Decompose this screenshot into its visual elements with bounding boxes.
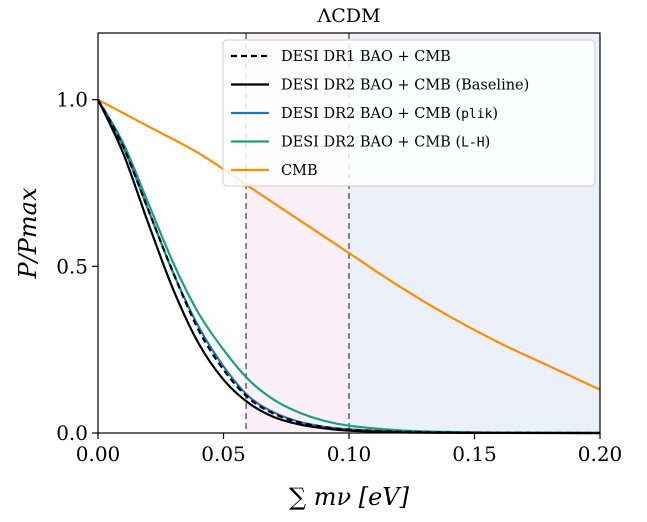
legend-label-0: DESI DR1 BAO + CMB — [281, 49, 451, 65]
x-tick-label-1: 0.05 — [201, 442, 246, 466]
x-tick-label-2: 0.10 — [327, 442, 372, 466]
legend-label-2: DESI DR2 BAO + CMB (plik) — [281, 106, 498, 122]
y-axis-label: P/Pmax — [14, 187, 42, 279]
y-ticks: 0.0 0.5 1.0 — [56, 88, 98, 445]
x-tick-label-0: 0.00 — [76, 442, 121, 466]
y-tick-label-0: 0.0 — [56, 421, 88, 445]
x-tick-label-4: 0.20 — [578, 442, 623, 466]
legend-label-3: DESI DR2 BAO + CMB (L-H) — [281, 135, 490, 151]
x-axis-label: ∑ mν [eV] — [289, 483, 410, 511]
x-tick-label-3: 0.15 — [452, 442, 497, 466]
reference-lines — [245, 33, 350, 433]
legend-label-1: DESI DR2 BAO + CMB (Baseline) — [281, 78, 529, 94]
series-line-4 — [97, 98, 601, 391]
legend-label-4: CMB — [281, 163, 318, 179]
y-tick-label-1: 0.5 — [56, 254, 88, 278]
chart-title: ΛCDM — [317, 5, 381, 27]
legend-box — [222, 39, 596, 187]
y-tick-label-2: 1.0 — [56, 88, 88, 112]
x-ticks: 0.00 0.05 0.10 0.15 0.20 — [76, 433, 623, 466]
legend: DESI DR1 BAO + CMB DESI DR2 BAO + CMB (Ba… — [222, 39, 596, 187]
